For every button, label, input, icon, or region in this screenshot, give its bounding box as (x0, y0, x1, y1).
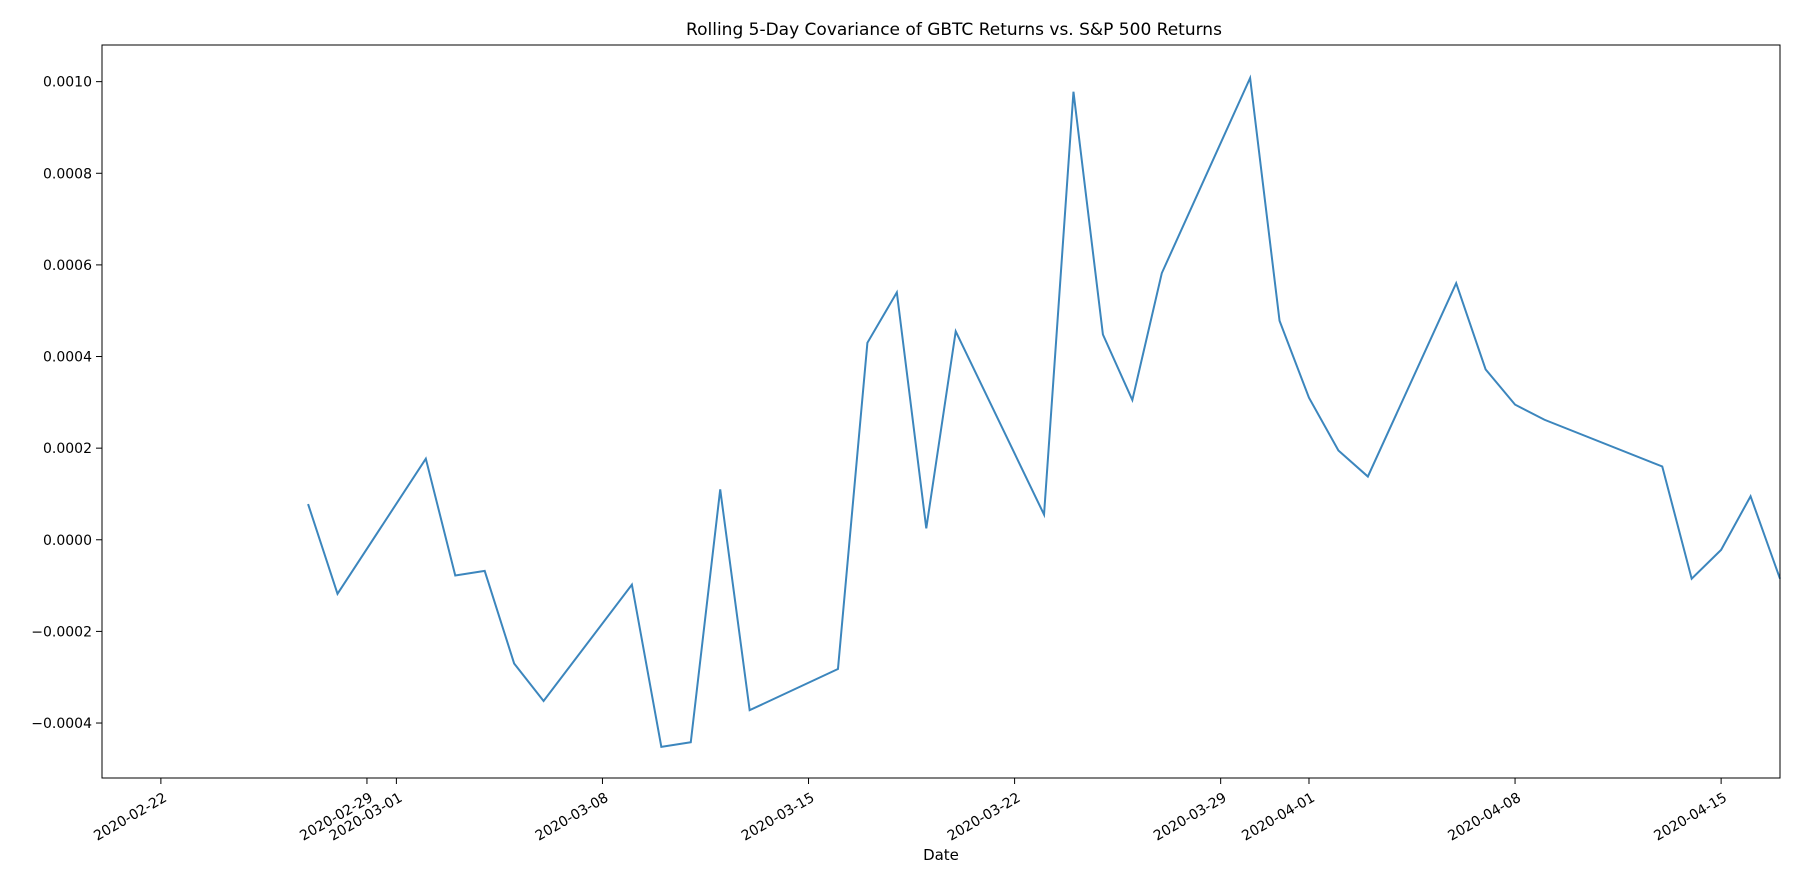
y-tick-label: 0.0000 (43, 533, 92, 549)
x-tick-label: 2020-03-22 (945, 790, 1023, 845)
x-tick-label: 2020-03-08 (533, 790, 611, 845)
chart-title: Rolling 5-Day Covariance of GBTC Returns… (686, 20, 1222, 40)
plot-frame (101, 44, 1781, 779)
y-tick-label: 0.0008 (43, 166, 92, 182)
y-tick-label: −0.0004 (31, 716, 92, 732)
y-tick-label: 0.0002 (43, 441, 92, 457)
x-axis-label: Date (923, 846, 959, 864)
x-tick-label: 2020-03-15 (739, 790, 817, 845)
y-axis: −0.0004 −0.0002 0.0000 0.0002 0.0004 0.0006 0.… (31, 75, 102, 732)
x-tick-label: 2020-03-29 (1151, 790, 1229, 845)
x-tick-label: 2020-04-08 (1445, 790, 1523, 845)
y-tick-label: 0.0010 (43, 75, 92, 91)
y-tick-label: −0.0002 (31, 624, 92, 640)
series-line (307, 74, 1781, 748)
y-tick-label: 0.0004 (43, 350, 92, 366)
x-tick-label: 2020-04-01 (1239, 790, 1317, 845)
y-tick-label: 0.0006 (43, 258, 92, 274)
x-tick-label: 2020-04-15 (1651, 790, 1729, 845)
x-tick-label: 2020-02-22 (91, 790, 169, 845)
